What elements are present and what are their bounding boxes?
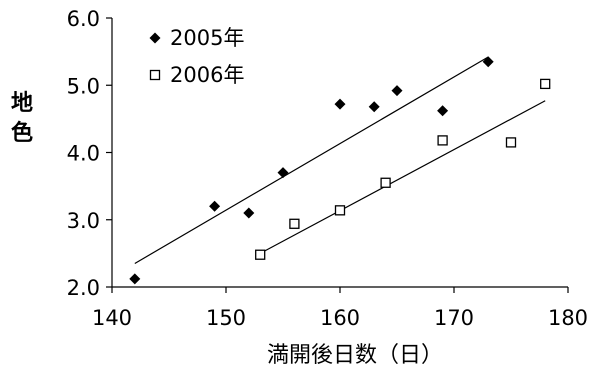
y-axis-label: 地色 (11, 91, 33, 146)
data-point-series-1 (289, 218, 300, 229)
legend-marker-1 (149, 69, 161, 81)
x-axis-label: 満開後日数（日） (267, 343, 443, 368)
data-point-series-1 (255, 249, 266, 260)
data-point-series-0 (482, 56, 494, 68)
legend-marker-0 (149, 32, 161, 44)
data-point-series-0 (209, 200, 221, 212)
legend-label-1: 2006年 (170, 63, 244, 87)
legend-label-0: 2005年 (170, 26, 244, 50)
data-point-series-0 (368, 101, 380, 113)
data-point-series-0 (334, 98, 346, 110)
y-tick-label: 3.0 (67, 209, 100, 233)
x-tick-label: 150 (206, 306, 246, 330)
y-tick-label: 4.0 (67, 142, 100, 166)
trendline-0 (134, 56, 489, 264)
x-tick-label: 180 (548, 306, 588, 330)
data-point-series-0 (391, 85, 403, 97)
y-tick-label: 5.0 (67, 74, 100, 98)
data-point-series-1 (540, 78, 551, 90)
x-tick-label: 140 (92, 306, 132, 330)
y-tick-label: 6.0 (67, 7, 100, 31)
axes-group: 2.0 3.0 4.0 5.0 6.0 140 150 160 170 180 (67, 7, 588, 330)
trendlines-group (134, 56, 546, 264)
data-point-series-0 (437, 105, 449, 117)
y-tick-label: 2.0 (67, 276, 100, 300)
x-tick-label: 160 (320, 306, 360, 330)
x-tick-label: 170 (434, 306, 474, 330)
data-point-series-0 (277, 167, 289, 179)
data-point-series-0 (243, 207, 255, 219)
trendline-1 (259, 100, 546, 254)
legend: 2005年 2006年 (149, 26, 244, 87)
data-point-series-1 (505, 137, 517, 148)
points-group (129, 56, 551, 285)
data-point-series-1 (334, 205, 346, 216)
data-point-series-0 (129, 273, 141, 285)
data-point-series-1 (380, 177, 391, 188)
data-point-series-1 (437, 135, 448, 146)
